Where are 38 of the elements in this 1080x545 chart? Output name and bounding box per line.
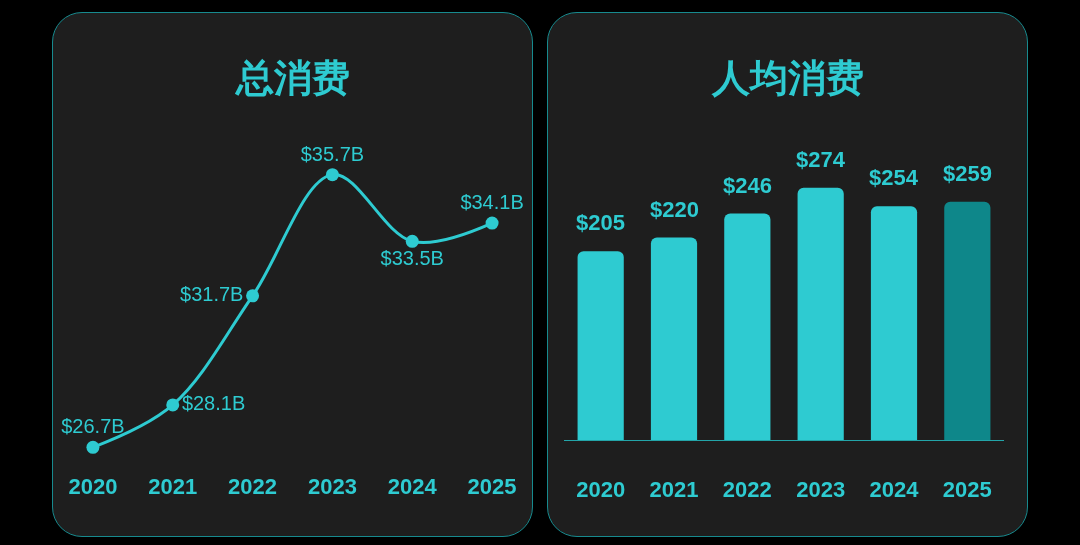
x-tick-label: 2024 <box>869 477 920 503</box>
data-label: $259 <box>943 161 992 186</box>
data-label: $220 <box>650 197 699 222</box>
data-label: $254 <box>869 165 919 190</box>
data-label: $34.1B <box>460 190 524 213</box>
data-label: $35.7B <box>300 142 365 165</box>
x-tick-label: 2020 <box>68 474 118 499</box>
point <box>485 216 499 230</box>
data-label: $28.1B <box>181 391 246 414</box>
x-tick-label: 2021 <box>649 477 699 503</box>
chart-title: 人均消费 <box>710 57 864 100</box>
data-label: $33.5B <box>380 247 444 270</box>
point <box>246 289 260 303</box>
chart-title: 总消费 <box>233 57 350 100</box>
x-tick-label: 2024 <box>387 474 438 499</box>
bar <box>870 206 918 440</box>
x-tick-label: 2021 <box>148 474 198 499</box>
data-label: $205 <box>576 210 625 235</box>
data-label: $26.7B <box>61 415 125 438</box>
x-tick-label: 2022 <box>228 474 278 499</box>
x-tick-label: 2020 <box>576 477 626 503</box>
bar <box>650 237 698 440</box>
point <box>325 168 339 182</box>
bar <box>797 187 844 440</box>
x-tick-label: 2023 <box>796 477 846 503</box>
x-tick-label: 2025 <box>467 474 517 499</box>
point <box>405 234 419 248</box>
x-tick-label: 2022 <box>722 477 772 503</box>
point <box>86 440 100 454</box>
data-label: $246 <box>723 173 772 198</box>
x-tick-label: 2023 <box>307 474 357 499</box>
bar <box>944 201 991 440</box>
bar <box>577 251 624 440</box>
bar <box>724 213 771 440</box>
point <box>166 398 180 412</box>
data-label: $31.7B <box>180 282 244 305</box>
data-label: $274 <box>796 147 846 172</box>
x-tick-label: 2025 <box>942 477 992 503</box>
